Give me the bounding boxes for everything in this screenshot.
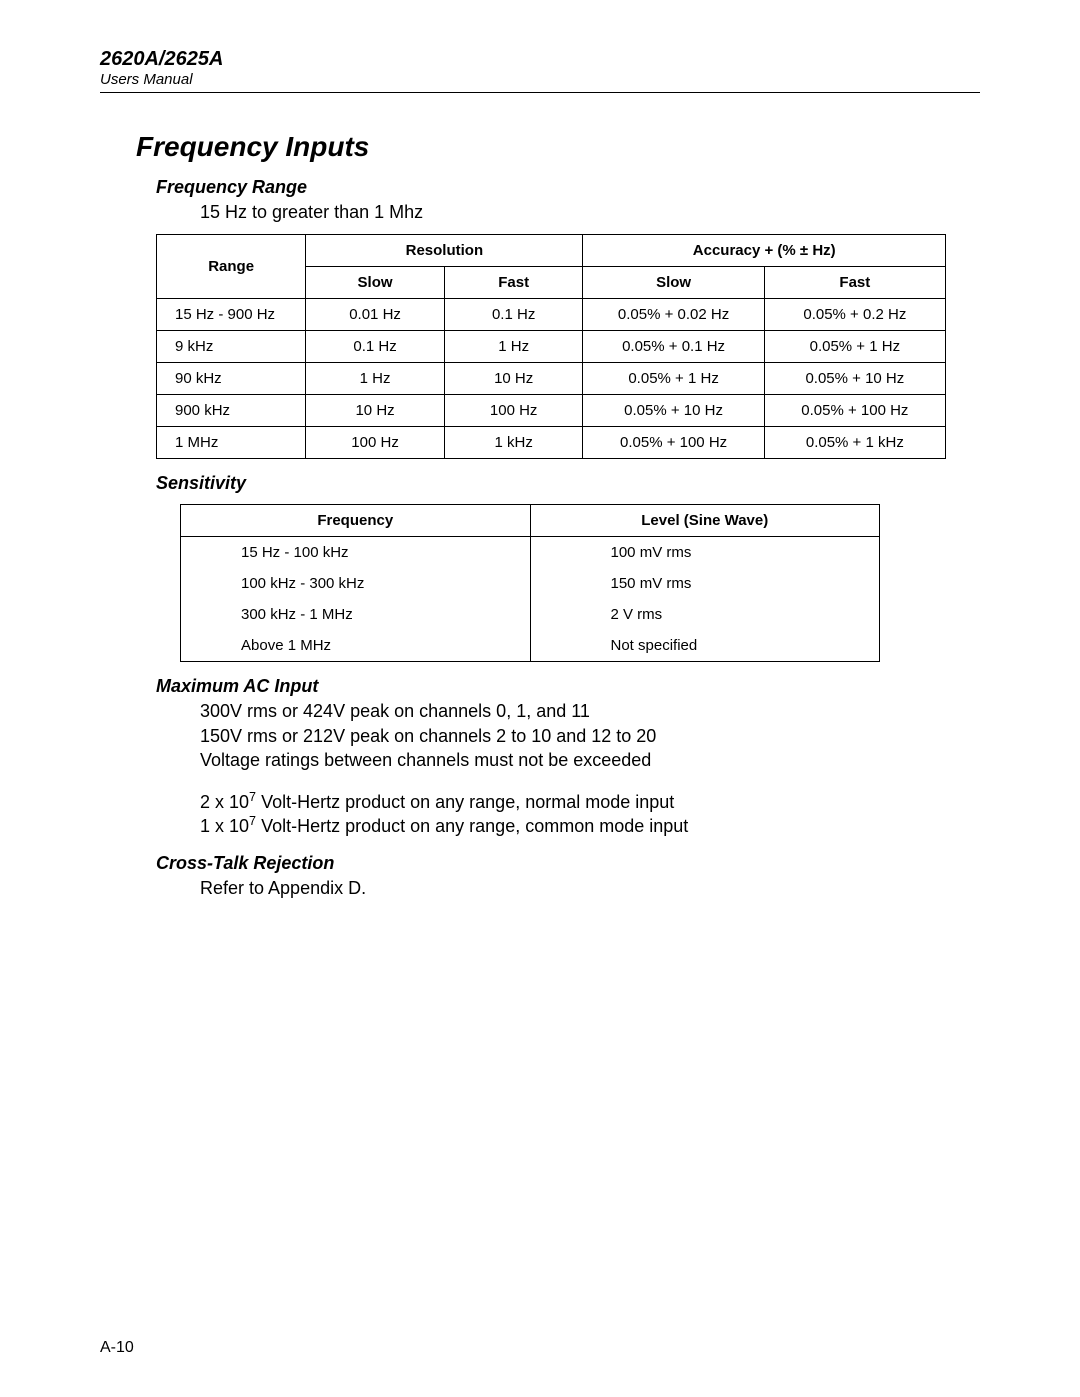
table-cell: 0.05% + 100 Hz	[583, 427, 764, 459]
table-cell: 0.05% + 0.1 Hz	[583, 331, 764, 363]
table-cell: 0.05% + 10 Hz	[583, 395, 764, 427]
table-row: 100 kHz - 300 kHz150 mV rms	[181, 568, 880, 599]
table-cell: 900 kHz	[157, 395, 306, 427]
sensitivity-heading: Sensitivity	[156, 473, 980, 494]
page-header: 2620A/2625A Users Manual	[100, 48, 980, 93]
table-cell: 100 mV rms	[530, 537, 880, 569]
table-row: 900 kHz10 Hz100 Hz0.05% + 10 Hz0.05% + 1…	[157, 395, 946, 427]
page-number: A-10	[100, 1339, 134, 1357]
table-cell: Not specified	[530, 630, 880, 662]
model-number: 2620A/2625A	[100, 48, 980, 71]
freq-range-text: 15 Hz to greater than 1 Mhz	[200, 200, 980, 224]
col-range: Range	[157, 235, 306, 299]
max-ac-line: 150V rms or 212V peak on channels 2 to 1…	[200, 724, 980, 748]
vh1-post: Volt-Hertz product on any range, normal …	[256, 792, 674, 812]
volt-hertz-line: 1 x 107 Volt-Hertz product on any range,…	[200, 814, 980, 838]
table-cell: 0.1 Hz	[444, 299, 583, 331]
max-ac-line: Voltage ratings between channels must no…	[200, 748, 980, 772]
table-cell: 1 Hz	[444, 331, 583, 363]
table-row: 15 Hz - 900 Hz0.01 Hz0.1 Hz0.05% + 0.02 …	[157, 299, 946, 331]
table-header-row: Range Resolution Accuracy + (% ± Hz)	[157, 235, 946, 267]
table-cell: 300 kHz - 1 MHz	[181, 599, 531, 630]
table-cell: 0.05% + 0.02 Hz	[583, 299, 764, 331]
vh1-sup: 7	[249, 790, 256, 804]
crosstalk-text: Refer to Appendix D.	[200, 876, 980, 900]
col-resolution: Resolution	[306, 235, 583, 267]
table-cell: 1 MHz	[157, 427, 306, 459]
col-level: Level (Sine Wave)	[530, 505, 880, 537]
table-cell: 0.05% + 0.2 Hz	[764, 299, 945, 331]
manual-label: Users Manual	[100, 71, 980, 88]
table-cell: 0.05% + 1 kHz	[764, 427, 945, 459]
table-cell: 2 V rms	[530, 599, 880, 630]
crosstalk-heading: Cross-Talk Rejection	[156, 853, 980, 874]
max-ac-heading: Maximum AC Input	[156, 676, 980, 697]
vh2-sup: 7	[249, 814, 256, 828]
table-cell: 100 Hz	[306, 427, 445, 459]
table-row: 300 kHz - 1 MHz2 V rms	[181, 599, 880, 630]
table-cell: 0.05% + 1 Hz	[764, 331, 945, 363]
table-row: 15 Hz - 100 kHz100 mV rms	[181, 537, 880, 569]
table-cell: 100 Hz	[444, 395, 583, 427]
table-cell: 10 Hz	[306, 395, 445, 427]
table-row: 9 kHz0.1 Hz1 Hz0.05% + 0.1 Hz0.05% + 1 H…	[157, 331, 946, 363]
table-cell: 10 Hz	[444, 363, 583, 395]
col-acc-fast: Fast	[764, 267, 945, 299]
col-frequency: Frequency	[181, 505, 531, 537]
table-cell: 90 kHz	[157, 363, 306, 395]
table-cell: 9 kHz	[157, 331, 306, 363]
table-cell: Above 1 MHz	[181, 630, 531, 662]
table-cell: 0.05% + 100 Hz	[764, 395, 945, 427]
table-cell: 0.1 Hz	[306, 331, 445, 363]
col-res-slow: Slow	[306, 267, 445, 299]
vh2-pre: 1 x 10	[200, 816, 249, 836]
freq-range-heading: Frequency Range	[156, 177, 980, 198]
sensitivity-table: Frequency Level (Sine Wave) 15 Hz - 100 …	[180, 504, 880, 662]
table-cell: 150 mV rms	[530, 568, 880, 599]
col-acc-slow: Slow	[583, 267, 764, 299]
vh1-pre: 2 x 10	[200, 792, 249, 812]
table-row: Above 1 MHzNot specified	[181, 630, 880, 662]
table-cell: 15 Hz - 900 Hz	[157, 299, 306, 331]
table-row: 90 kHz1 Hz10 Hz0.05% + 1 Hz0.05% + 10 Hz	[157, 363, 946, 395]
freq-range-table: Range Resolution Accuracy + (% ± Hz) Slo…	[156, 234, 946, 459]
table-cell: 15 Hz - 100 kHz	[181, 537, 531, 569]
table-cell: 0.01 Hz	[306, 299, 445, 331]
max-ac-line: 300V rms or 424V peak on channels 0, 1, …	[200, 699, 980, 723]
col-accuracy: Accuracy + (% ± Hz)	[583, 235, 946, 267]
col-res-fast: Fast	[444, 267, 583, 299]
table-cell: 1 kHz	[444, 427, 583, 459]
table-cell: 100 kHz - 300 kHz	[181, 568, 531, 599]
section-title: Frequency Inputs	[136, 131, 980, 163]
vh2-post: Volt-Hertz product on any range, common …	[256, 816, 688, 836]
volt-hertz-line: 2 x 107 Volt-Hertz product on any range,…	[200, 790, 980, 814]
table-row: 1 MHz100 Hz1 kHz0.05% + 100 Hz0.05% + 1 …	[157, 427, 946, 459]
table-cell: 0.05% + 1 Hz	[583, 363, 764, 395]
table-cell: 1 Hz	[306, 363, 445, 395]
table-header-row: Frequency Level (Sine Wave)	[181, 505, 880, 537]
table-cell: 0.05% + 10 Hz	[764, 363, 945, 395]
